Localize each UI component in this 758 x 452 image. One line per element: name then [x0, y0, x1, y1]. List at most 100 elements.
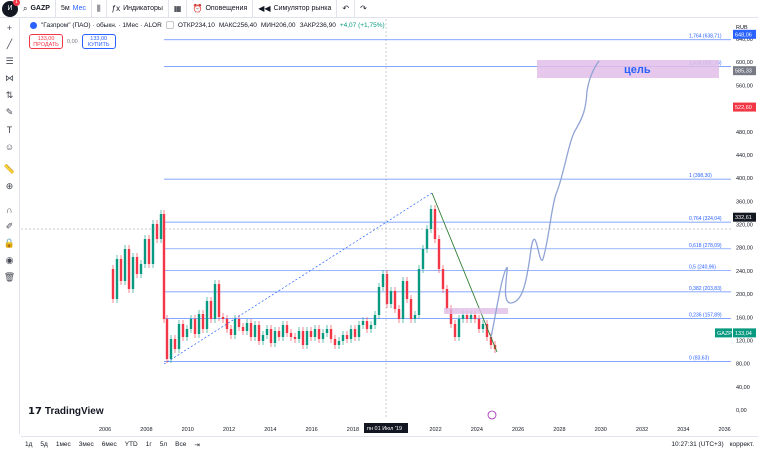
price-tick-label: 400,00 — [736, 176, 753, 182]
candle-body — [357, 325, 361, 337]
ohlc-high: МАКС256,40 — [218, 21, 257, 29]
clock-time[interactable]: 10:27:31 (UTC+3) — [671, 441, 724, 448]
time-tick-label: 2006 — [99, 427, 111, 433]
range-button[interactable]: 6мес — [101, 441, 117, 448]
lock-tool[interactable]: 🔒 — [2, 236, 18, 251]
candle-body — [385, 274, 389, 304]
adjust-toggle[interactable]: коррект. — [729, 441, 754, 448]
candle-body — [159, 214, 163, 239]
candle-body — [289, 333, 293, 337]
candle-body — [241, 327, 245, 331]
avatar-letter: И — [7, 5, 13, 12]
candle-body — [405, 281, 409, 299]
tradingview-logo[interactable]: 𝟭𝟳 TradingView — [28, 406, 104, 417]
fib-level-label: 0,5 (240,96) — [689, 264, 716, 270]
candle-body — [265, 329, 269, 335]
symbol-tag-label: GAZP — [717, 331, 732, 337]
keep-drawing-tool[interactable]: ✐ — [2, 219, 18, 234]
crosshair-tool[interactable]: + — [2, 20, 18, 35]
trend-line[interactable] — [431, 192, 498, 353]
fib-level-label: 0,618 (278,09) — [689, 243, 722, 249]
interval-button[interactable]: 5м Мес — [56, 0, 92, 18]
settings-icon[interactable] — [165, 21, 174, 29]
range-button[interactable]: 1г — [145, 441, 152, 448]
remove-tool[interactable]: 🗑 — [2, 270, 18, 285]
chart-type-button[interactable]: ⫼ — [92, 0, 107, 18]
interval-month[interactable]: Мес — [72, 5, 86, 12]
candlestick-series — [111, 205, 497, 363]
crosshair-price-tag-label: 332,61 — [735, 215, 752, 221]
candle-body — [177, 324, 181, 349]
undo-button[interactable]: ↶ — [337, 0, 356, 18]
candle-body — [449, 309, 453, 324]
event-marker-icon[interactable] — [487, 410, 497, 420]
symbol-tag: GAZP — [715, 328, 732, 338]
pattern-tool[interactable]: ⋈ — [2, 71, 18, 86]
symbol-search-button[interactable]: ⌕ GAZP — [18, 0, 56, 18]
fib-tool[interactable]: ☰ — [2, 54, 18, 69]
bottom-toolbar: 1д 5д 1мес 3мес 6мес YTD 1г 5л Все ⇥ 10:27:31 (U… — [21, 436, 758, 452]
fib-level-label: 0 (83,63) — [689, 356, 709, 362]
sell-price: 133,00 — [37, 36, 55, 42]
redo-button[interactable]: ↷ — [355, 0, 372, 18]
candle-body — [301, 331, 305, 345]
candle-body — [461, 315, 465, 319]
layouts-button[interactable]: ▦ — [169, 0, 188, 18]
brush-icon: ✎ — [5, 107, 14, 117]
goto-date-icon[interactable]: ⇥ — [194, 441, 200, 449]
crosshair-price-tag: 332,61 — [733, 212, 756, 222]
range-button[interactable]: 1д — [25, 441, 33, 448]
trade-buttons: 133,00 ПРОДАТЬ 0,00 133,00 КУПИТЬ — [29, 34, 116, 49]
symbol-title[interactable]: "Газпром" (ПАО) · обыкн. · 1Мес · ALOR — [41, 21, 162, 29]
price-tick-label: 160,00 — [736, 315, 753, 321]
sell-button[interactable]: 133,00 ПРОДАТЬ — [29, 34, 63, 49]
price-chart[interactable]: 1,764 (638,71)1,618 (592,76)1 (398,30)0,… — [21, 19, 758, 434]
user-avatar[interactable]: И 1 — [2, 0, 20, 17]
support-zone[interactable] — [444, 308, 508, 314]
buy-button[interactable]: 133,00 КУПИТЬ — [81, 34, 116, 49]
candle-body — [441, 269, 445, 289]
candle-body — [165, 319, 169, 359]
alert-price-tag: 522,60 — [733, 102, 756, 112]
time-axis[interactable]: 2006200820102012201420162018202020222024… — [99, 423, 731, 433]
price-tick-label: 120,00 — [736, 338, 753, 344]
ohlc-close: ЗАКР236,90 — [299, 21, 336, 29]
crosshair-date-tag: пн 01 Июл '19 — [364, 423, 408, 433]
candle-body — [481, 324, 485, 329]
currency-label[interactable]: RUB — [736, 25, 748, 31]
range-button[interactable]: 5л — [159, 441, 168, 448]
target-zone[interactable] — [537, 60, 719, 78]
price-axis[interactable]: RUB640,00600,00560,00520,00480,00440,004… — [733, 19, 758, 434]
indicators-button[interactable]: ƒx Индикаторы — [107, 0, 169, 18]
brush-tool[interactable]: ✎ — [2, 105, 18, 120]
text-tool[interactable]: T — [2, 122, 18, 137]
candle-body — [217, 284, 221, 317]
range-button[interactable]: 1мес — [55, 441, 71, 448]
replay-button[interactable]: ◀◀ Симулятор рынка — [253, 0, 338, 18]
candle-body — [127, 249, 131, 289]
hide-tool[interactable]: ◉ — [2, 253, 18, 268]
ohlc-low: МИН206,00 — [260, 21, 296, 29]
forecast-path[interactable] — [490, 60, 600, 338]
range-button[interactable]: 5д — [40, 441, 48, 448]
range-button[interactable]: YTD — [124, 441, 138, 448]
trendline-tool[interactable]: ╱ — [2, 37, 18, 52]
range-button[interactable]: Все — [175, 441, 187, 448]
candle-body — [111, 269, 115, 299]
forecast-tool[interactable]: ⇅ — [2, 88, 18, 103]
candle-body — [147, 239, 151, 264]
interval-5m[interactable]: 5м — [60, 5, 70, 12]
last-price-tag-label: 133,04 — [735, 331, 752, 337]
range-button[interactable]: 3мес — [78, 441, 94, 448]
emoji-tool[interactable]: ☺ — [2, 139, 18, 154]
alerts-button[interactable]: ⏰ Оповещения — [187, 0, 254, 18]
fib-anchor-line[interactable] — [163, 192, 433, 365]
candle-body — [321, 333, 325, 339]
price-tick-label: 240,00 — [736, 269, 753, 275]
drawings[interactable]: цель — [21, 19, 733, 420]
magnet-tool[interactable]: ∩ — [2, 202, 18, 217]
zoom-tool[interactable]: ⊕ — [2, 179, 18, 194]
price-tick-label: 640,00 — [736, 37, 753, 43]
ruler-tool[interactable]: 📏 — [2, 162, 18, 177]
